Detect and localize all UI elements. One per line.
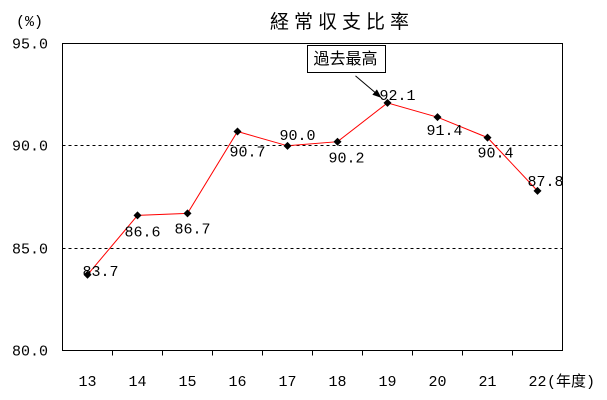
data-point-marker (433, 113, 442, 122)
data-point-marker (533, 186, 542, 195)
x-axis: 13 14 15 16 17 18 19 20 21 22 (78, 350, 547, 391)
x-tick-label: 16 (228, 374, 246, 391)
series-line (87, 102, 538, 276)
data-label: 86.6 (124, 224, 160, 241)
data-label: 83.7 (82, 264, 118, 281)
x-tick-label: 18 (328, 374, 346, 391)
plot-area (62, 43, 563, 351)
data-label: 87.8 (527, 174, 563, 191)
data-point-marker (183, 209, 192, 218)
y-axis: 95.0 90.0 85.0 80.0 (12, 37, 48, 361)
x-tick-label: 17 (278, 374, 296, 391)
x-tick-label: 20 (428, 374, 446, 391)
data-point-marker (233, 127, 242, 136)
x-tick-label: 21 (478, 374, 496, 391)
annotation-callout: 過去最高 (307, 45, 386, 99)
data-label: 90.2 (328, 151, 364, 168)
x-tick-label: 22 (528, 374, 546, 391)
data-point-marker (283, 141, 292, 150)
y-tick-label: 90.0 (12, 139, 48, 156)
y-axis-unit-label: (%) (16, 14, 43, 31)
gridlines (62, 145, 563, 249)
data-point-marker (333, 137, 342, 146)
x-tick-label: 14 (128, 374, 146, 391)
data-label: 86.7 (174, 221, 210, 238)
data-point-marker (133, 211, 142, 220)
annotation-box (307, 45, 386, 73)
annotation-text: 過去最高 (313, 49, 377, 68)
x-tick-label: 19 (378, 374, 396, 391)
data-label: 90.4 (477, 146, 513, 163)
data-label: 90.7 (229, 145, 265, 162)
y-tick-label: 85.0 (12, 242, 48, 259)
data-label: 91.4 (426, 123, 462, 140)
chart-title: 経常収支比率 (270, 11, 414, 33)
data-labels: 83.7 86.6 86.7 90.7 90.0 90.2 92.1 91.4 90.4 87.8 (82, 88, 563, 281)
y-tick-label: 95.0 (12, 37, 48, 54)
data-point-markers (83, 98, 542, 279)
data-label: 92.1 (379, 88, 415, 105)
data-point-marker (383, 98, 392, 107)
data-point-marker (483, 133, 492, 142)
x-tick-label: 15 (178, 374, 196, 391)
data-label: 90.0 (279, 128, 315, 145)
x-tick-label: 13 (78, 374, 96, 391)
y-tick-label: 80.0 (12, 344, 48, 361)
data-point-marker (83, 270, 92, 279)
annotation-arrow (355, 75, 382, 99)
x-axis-unit-label: (年度) (547, 373, 595, 391)
